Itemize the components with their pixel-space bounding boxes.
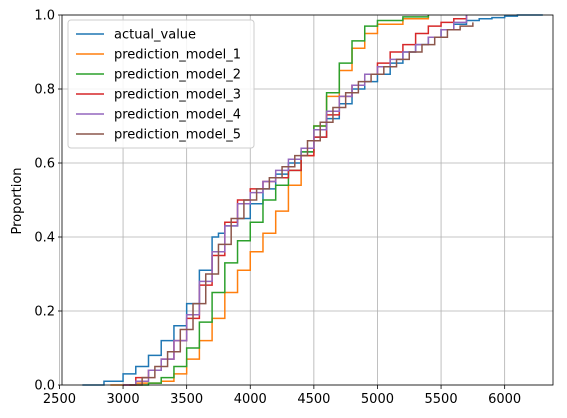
x-tick-label-2: 3500	[170, 392, 203, 407]
y-tick-label-2: 0.4	[34, 231, 55, 246]
legend-label-prediction_model_1: prediction_model_1	[114, 48, 241, 63]
x-tick-label-0: 2500	[43, 392, 76, 407]
x-tick-label-1: 3000	[107, 392, 140, 407]
legend-label-prediction_model_4: prediction_model_4	[114, 108, 241, 123]
x-axis-ticks: 2500 3000 3500 4000 4500 5000 5500 6000	[43, 385, 521, 407]
legend-label-actual_value: actual_value	[114, 28, 196, 43]
y-axis-label: Proportion	[10, 167, 25, 234]
series-line-prediction_model_5	[129, 22, 474, 386]
x-tick-label-4: 4500	[297, 392, 330, 407]
x-tick-label-6: 5500	[425, 392, 458, 407]
x-tick-label-7: 6000	[488, 392, 521, 407]
legend-box	[67, 19, 255, 149]
x-tick-label-5: 5000	[361, 392, 394, 407]
y-tick-label-4: 0.8	[34, 83, 55, 98]
series-layer	[82, 14, 543, 386]
series-line-prediction_model_2	[135, 15, 430, 386]
legend-label-prediction_model_3: prediction_model_3	[114, 88, 241, 103]
legend-label-prediction_model_5: prediction_model_5	[114, 128, 241, 143]
legend-label-prediction_model_2: prediction_model_2	[114, 68, 241, 83]
x-tick-label-3: 4000	[234, 392, 267, 407]
y-tick-label-1: 0.2	[34, 305, 55, 320]
y-tick-label-5: 1.0	[34, 9, 55, 24]
y-tick-label-3: 0.6	[34, 157, 55, 172]
legend: actual_value prediction_model_1 prediction…	[67, 19, 255, 149]
series-line-prediction_model_1	[110, 15, 430, 386]
axes-frame	[61, 14, 554, 386]
axes-border	[61, 14, 554, 386]
y-axis-ticks: 0.0 0.2 0.4 0.6 0.8 1.0	[34, 9, 62, 394]
y-tick-label-0: 0.0	[34, 379, 55, 394]
